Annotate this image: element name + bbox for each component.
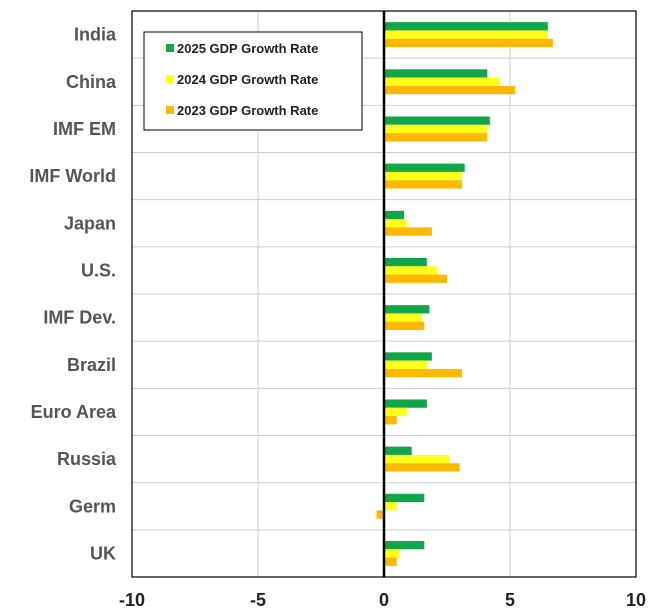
bar [384,30,548,39]
bar [384,163,465,172]
x-tick-label: 5 [505,590,515,608]
x-tick-label: -5 [250,590,266,608]
legend-swatch [166,106,174,114]
category-label: China [66,72,117,92]
bar [384,540,425,550]
bar [384,305,430,314]
bar [384,227,432,236]
bar [384,133,488,142]
bar [384,368,463,378]
bar [384,416,397,425]
bar [384,274,447,283]
bar [384,210,405,220]
bar [384,399,427,408]
bar [384,22,548,31]
category-label: Brazil [67,355,116,375]
category-label: IMF World [29,166,116,186]
bar [384,257,427,267]
bar [384,116,490,125]
bar [384,124,488,134]
bar [384,171,463,181]
bar [384,502,397,511]
category-label: Russia [57,449,117,469]
category-label: Euro Area [31,402,117,422]
legend-swatch [166,75,174,83]
category-label: Japan [64,213,116,233]
legend-label: 2025 GDP Growth Rate [177,41,318,56]
bar [384,219,407,228]
bar [384,557,397,566]
bar [376,510,384,519]
bar [384,85,516,95]
bar [384,266,437,275]
legend-swatch [166,44,174,52]
x-tick-labels: -10 -5 0 5 10 [119,590,646,608]
category-label: UK [90,543,116,563]
bar [384,407,407,417]
bar [384,463,460,472]
bar [384,493,425,503]
legend-box [143,31,363,131]
category-label: U.S. [81,260,116,280]
bar [384,38,553,48]
x-tick-label: 10 [626,590,646,608]
bar [384,360,427,369]
bar [384,77,500,86]
category-label: India [74,25,117,45]
category-label: IMF EM [53,119,116,139]
bar [384,352,432,361]
x-tick-label: -10 [119,590,145,608]
legend-label: 2024 GDP Growth Rate [177,72,318,87]
bar [384,454,450,464]
legend-label: 2023 GDP Growth Rate [177,103,318,118]
category-label: Germ [69,496,116,516]
bar [384,313,422,322]
axes [131,10,637,578]
bar [384,321,425,331]
x-tick-label: 0 [379,590,389,608]
bar [384,549,400,558]
category-labels: India China IMF EM IMF World Japan U.S. IMF D… [29,25,117,564]
bars [376,22,553,566]
bar [384,69,488,78]
bar [384,446,412,455]
category-label: IMF Dev. [43,308,116,328]
legend: 2025 GDP Growth Rate 2024 GDP Growth Rate… [143,31,363,131]
bar [384,180,463,189]
